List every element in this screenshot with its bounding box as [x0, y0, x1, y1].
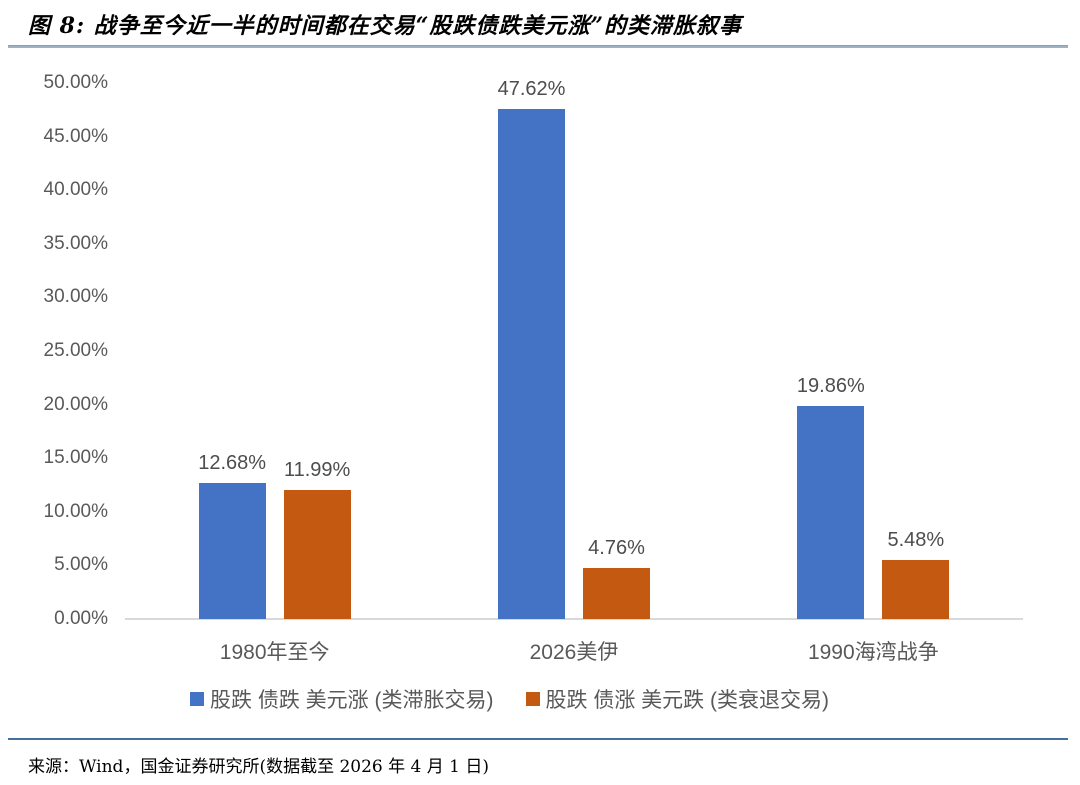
bar-orange-group2	[583, 567, 650, 619]
legend-item: 股跌 债涨 美元跌 (类衰退交易)	[525, 684, 830, 714]
y-tick-label: 25.00%	[43, 340, 108, 361]
bar-value-label: 19.86%	[796, 375, 865, 398]
bar-value-label: 11.99%	[283, 459, 351, 482]
x-axis-line	[125, 618, 1023, 620]
chart-legend: 股跌 债跌 美元涨 (类滞胀交易) 股跌 债涨 美元跌 (类衰退交易)	[190, 684, 829, 714]
bar-blue-group1	[198, 483, 266, 619]
y-tick-label: 0.00%	[54, 608, 108, 629]
y-tick-label: 15.00%	[43, 447, 108, 469]
legend-item: 股跌 债跌 美元涨 (类滞胀交易)	[190, 684, 494, 714]
y-tick-label: 10.00%	[43, 500, 108, 522]
y-tick-label: 5.00%	[54, 554, 108, 576]
bar-orange-group1	[283, 490, 351, 619]
bottom-rule	[8, 738, 1068, 740]
category-label: 1990海湾战争	[807, 641, 939, 664]
bar-orange-group3	[882, 560, 950, 619]
y-tick-label: 35.00%	[43, 232, 108, 254]
y-tick-label: 50.00%	[43, 72, 108, 93]
bar-value-label: 5.48%	[887, 529, 945, 552]
bar-value-label: 47.62%	[497, 77, 566, 100]
y-tick-label: 20.00%	[43, 393, 108, 415]
category-label: 1980年至今	[219, 641, 330, 664]
legend-swatch-icon	[190, 692, 204, 706]
legend-swatch-icon	[525, 692, 540, 706]
title-divider	[8, 45, 1068, 48]
figure-title: 图 8: 战争至今近一半的时间都在交易“股跌债跌美元涨”的类滞胀叙事	[28, 13, 743, 39]
legend-label: 股跌 债涨 美元跌 (类衰退交易)	[545, 689, 830, 712]
source-note: 来源：Wind，国金证券研究所(数据截至 2026 年 4 月 1 日)	[28, 757, 490, 777]
y-tick-label: 40.00%	[43, 179, 108, 201]
bar-blue-group2	[498, 108, 565, 619]
y-tick-label: 45.00%	[43, 125, 108, 147]
bar-value-label: 12.68%	[198, 452, 267, 475]
y-tick-label: 30.00%	[43, 286, 108, 308]
bar-blue-group3	[797, 406, 865, 619]
legend-label: 股跌 债跌 美元涨 (类滞胀交易)	[210, 689, 494, 712]
bar-value-label: 4.76%	[588, 536, 645, 559]
category-label: 2026美伊	[529, 641, 619, 664]
